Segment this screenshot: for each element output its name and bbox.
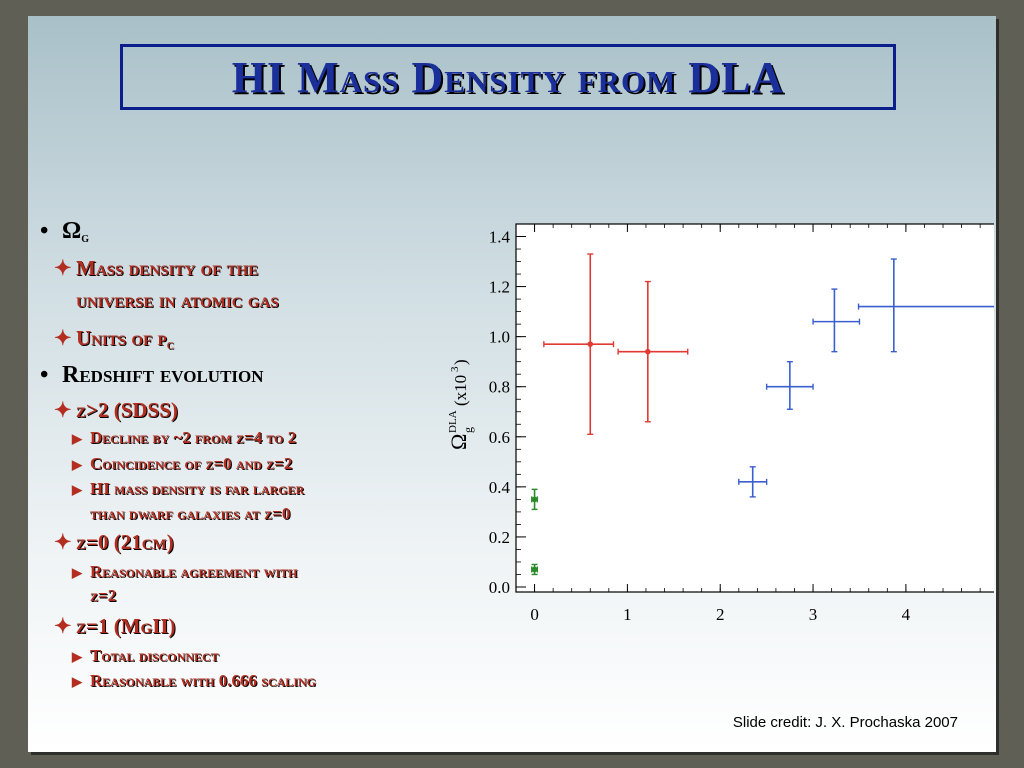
mass-density-line-1: Mass density of the: [76, 256, 259, 280]
slide-credit: Slide credit: J. X. Prochaska 2007: [732, 714, 958, 731]
y-tick-label: 0.8: [489, 378, 510, 397]
star-bullet-icon: ✦: [54, 398, 72, 422]
bullet-mass-density: ✦ Mass density of the: [54, 256, 258, 281]
dla-mass-density-chart: 0123450.00.20.40.60.81.01.21.4zΩgDLA(x10…: [446, 223, 994, 638]
triangle-bullet-icon: ▶: [72, 674, 82, 689]
x-tick-label: 1: [623, 605, 632, 624]
reasonable-line-2: z=2: [90, 586, 117, 605]
bullet-dot-icon: •: [40, 218, 49, 244]
x-tick-label: 4: [902, 605, 911, 624]
slide: HI Mass Density from DLA • Ωg ✦ Mass densi…: [28, 16, 996, 752]
x-tick-label: 3: [809, 605, 818, 624]
rho-subscript: c: [166, 338, 174, 353]
y-tick-label: 1.0: [489, 328, 510, 347]
bullet-hi-mass-cont: than dwarf galaxies at z=0: [90, 504, 290, 524]
z0-label: z=0 (21cm): [76, 530, 174, 554]
mass-density-line-2: universe in atomic gas: [76, 288, 279, 312]
data-point: [645, 348, 651, 355]
triangle-bullet-icon: ▶: [72, 565, 82, 580]
reasonable-scaling-text: Reasonable with 0.666 scaling: [90, 671, 316, 690]
star-bullet-icon: ✦: [54, 256, 72, 280]
triangle-bullet-icon: ▶: [72, 482, 82, 497]
sdss-label: z>2 (SDSS): [76, 398, 178, 422]
y-tick-label: 0.4: [489, 478, 511, 497]
y-label-omega: Ω: [446, 434, 471, 450]
rho-symbol: ρ: [157, 326, 167, 350]
bullet-reasonable-cont: z=2: [90, 586, 116, 606]
bullet-reasonable: ▶ Reasonable agreement with: [72, 562, 297, 582]
bullet-z1: ✦ z=1 (MgII): [54, 614, 176, 639]
omega-subscript: g: [81, 231, 89, 246]
star-bullet-icon: ✦: [54, 530, 72, 554]
bullet-total-disconnect: ▶ Total disconnect: [72, 646, 219, 666]
triangle-bullet-icon: ▶: [72, 457, 82, 472]
y-tick-label: 1.4: [489, 228, 511, 247]
triangle-bullet-icon: ▶: [72, 431, 82, 446]
y-label-sub: g: [461, 427, 475, 433]
bullet-z0: ✦ z=0 (21cm): [54, 530, 174, 555]
y-label-unit: (x10: [451, 375, 470, 406]
bullet-hi-mass: ▶ HI mass density is far larger: [72, 479, 304, 499]
omega-symbol: Ω: [62, 218, 82, 244]
y-label-sup: DLA: [447, 410, 459, 433]
y-tick-label: 0.0: [489, 578, 510, 597]
y-label-unit-close: ): [451, 359, 470, 365]
y-tick-label: 0.2: [489, 528, 510, 547]
decline-text: Decline by ~2 from z=4 to 2: [90, 428, 297, 447]
y-tick-label: 0.6: [489, 428, 510, 447]
slide-title: HI Mass Density from DLA: [231, 52, 785, 102]
data-point: [587, 341, 594, 347]
hi-mass-line-1: HI mass density is far larger: [90, 479, 305, 498]
units-of-label: Units of: [76, 326, 158, 350]
x-tick-label: 0: [530, 605, 539, 624]
bullet-redshift: • Redshift evolution: [40, 362, 264, 389]
x-tick-label: 2: [716, 605, 725, 624]
plot-frame: [515, 223, 994, 593]
y-label-unit-exp: 3: [449, 366, 461, 372]
bullet-omega: • Ωg: [40, 218, 89, 247]
bullet-coincidence: ▶ Coincidence of z=0 and z=2: [72, 454, 292, 474]
coincidence-text: Coincidence of z=0 and z=2: [90, 454, 293, 473]
star-bullet-icon: ✦: [54, 614, 72, 638]
bullet-units: ✦ Units of ρc: [54, 326, 174, 354]
total-disconnect-text: Total disconnect: [90, 646, 219, 665]
z1-label: z=1 (MgII): [76, 614, 176, 638]
bullet-dot-icon: •: [40, 362, 49, 388]
y-tick-label: 1.2: [489, 278, 510, 297]
title-box: HI Mass Density from DLA: [120, 44, 896, 110]
star-bullet-icon: ✦: [54, 326, 72, 350]
data-point: [531, 496, 538, 503]
bullet-sdss: ✦ z>2 (SDSS): [54, 398, 178, 423]
bullet-mass-density-cont: universe in atomic gas: [76, 288, 279, 313]
data-point: [531, 566, 538, 573]
redshift-evolution-label: Redshift evolution: [62, 362, 264, 388]
hi-mass-line-2: than dwarf galaxies at z=0: [90, 504, 291, 523]
x-axis-label: z: [766, 634, 774, 638]
triangle-bullet-icon: ▶: [72, 649, 82, 664]
bullet-reasonable-scaling: ▶ Reasonable with 0.666 scaling: [72, 671, 316, 691]
bullet-decline: ▶ Decline by ~2 from z=4 to 2: [72, 428, 296, 448]
reasonable-line-1: Reasonable agreement with: [90, 562, 298, 581]
